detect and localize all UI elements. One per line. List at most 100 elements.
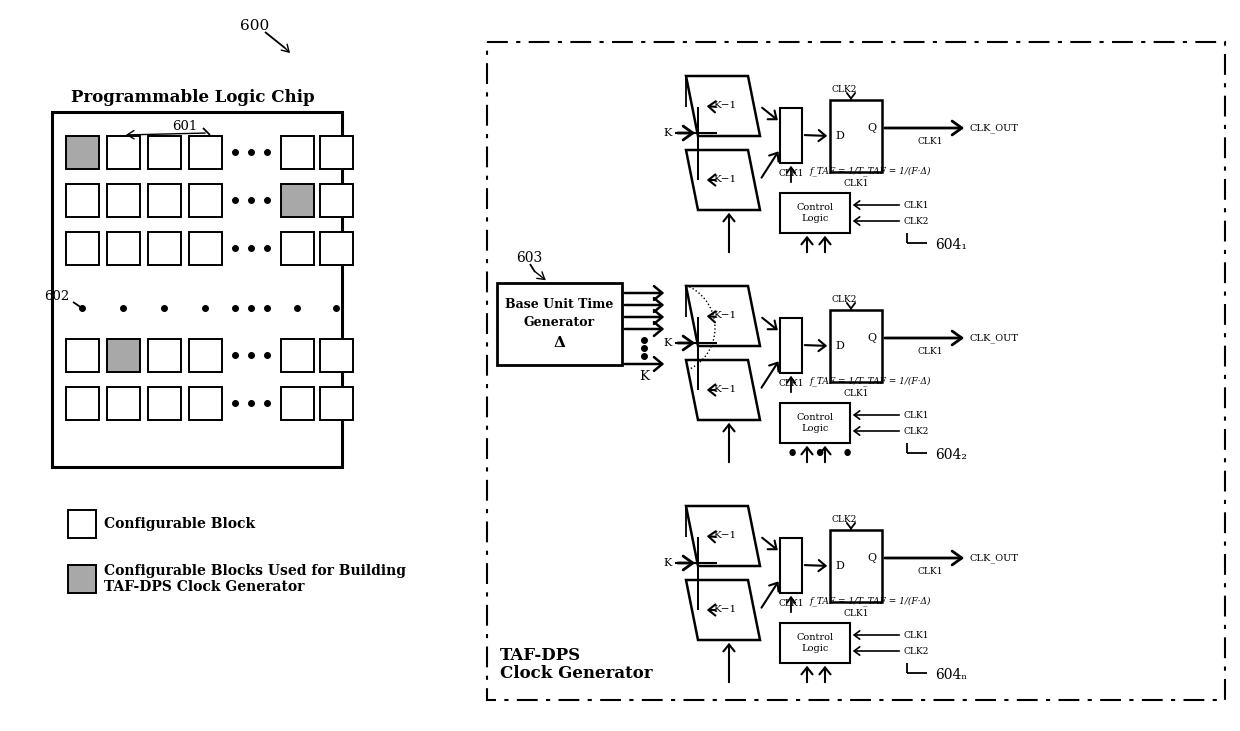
Polygon shape bbox=[698, 596, 718, 624]
Polygon shape bbox=[780, 623, 849, 663]
Text: Base Unit Time: Base Unit Time bbox=[505, 298, 614, 311]
Text: CLK1: CLK1 bbox=[904, 411, 930, 420]
Text: Q: Q bbox=[868, 123, 877, 133]
Text: 602: 602 bbox=[45, 289, 69, 303]
Text: CLK2: CLK2 bbox=[831, 515, 857, 523]
Text: D: D bbox=[836, 341, 844, 351]
Text: 603: 603 bbox=[516, 251, 542, 265]
Text: Δ: Δ bbox=[553, 336, 565, 350]
Text: Q: Q bbox=[868, 553, 877, 563]
Text: CLK2: CLK2 bbox=[904, 426, 929, 436]
Polygon shape bbox=[686, 506, 760, 566]
Text: Configurable Blocks Used for Building
TAF-DPS Clock Generator: Configurable Blocks Used for Building TA… bbox=[104, 564, 405, 594]
Text: K: K bbox=[663, 128, 672, 138]
Text: 604₁: 604₁ bbox=[935, 238, 967, 252]
Polygon shape bbox=[148, 184, 181, 217]
Polygon shape bbox=[66, 387, 99, 420]
Text: f_TAF = 1/T_TAF = 1/(F·Δ): f_TAF = 1/T_TAF = 1/(F·Δ) bbox=[810, 376, 931, 386]
Text: K: K bbox=[639, 369, 649, 382]
Text: CLK1: CLK1 bbox=[779, 170, 804, 178]
Text: CLK2: CLK2 bbox=[831, 295, 857, 303]
Polygon shape bbox=[830, 310, 882, 382]
Text: CLK1: CLK1 bbox=[904, 631, 930, 640]
Text: 604ₙ: 604ₙ bbox=[935, 668, 967, 682]
Polygon shape bbox=[698, 303, 718, 331]
Text: Control
Logic: Control Logic bbox=[796, 633, 833, 653]
Polygon shape bbox=[148, 136, 181, 169]
Polygon shape bbox=[780, 403, 849, 443]
Text: 600: 600 bbox=[241, 19, 269, 33]
Text: Q: Q bbox=[868, 333, 877, 343]
Polygon shape bbox=[698, 523, 718, 551]
Polygon shape bbox=[107, 136, 140, 169]
Polygon shape bbox=[698, 376, 718, 404]
Polygon shape bbox=[698, 166, 718, 194]
Polygon shape bbox=[686, 286, 760, 346]
Text: K−1: K−1 bbox=[713, 175, 737, 184]
Text: CLK2: CLK2 bbox=[831, 85, 857, 94]
Polygon shape bbox=[66, 339, 99, 372]
Polygon shape bbox=[698, 93, 718, 121]
Polygon shape bbox=[188, 184, 222, 217]
Polygon shape bbox=[148, 339, 181, 372]
Polygon shape bbox=[188, 136, 222, 169]
Polygon shape bbox=[320, 136, 353, 169]
Polygon shape bbox=[66, 232, 99, 265]
Polygon shape bbox=[497, 283, 622, 365]
Polygon shape bbox=[281, 232, 314, 265]
Text: D: D bbox=[836, 131, 844, 141]
Polygon shape bbox=[66, 184, 99, 217]
Text: CLK1: CLK1 bbox=[779, 379, 804, 388]
Polygon shape bbox=[830, 100, 882, 172]
Text: Configurable Block: Configurable Block bbox=[104, 517, 255, 531]
Polygon shape bbox=[686, 360, 760, 420]
Polygon shape bbox=[188, 339, 222, 372]
Text: Generator: Generator bbox=[523, 317, 594, 330]
Polygon shape bbox=[68, 510, 95, 538]
Polygon shape bbox=[780, 108, 802, 163]
Text: CLK_OUT: CLK_OUT bbox=[968, 123, 1018, 133]
Text: 604₂: 604₂ bbox=[935, 448, 967, 462]
Text: K: K bbox=[663, 558, 672, 568]
Text: K−1: K−1 bbox=[713, 605, 737, 615]
Polygon shape bbox=[320, 339, 353, 372]
Text: f_TAF = 1/T_TAF = 1/(F·Δ): f_TAF = 1/T_TAF = 1/(F·Δ) bbox=[810, 596, 931, 606]
Polygon shape bbox=[281, 339, 314, 372]
Polygon shape bbox=[780, 318, 802, 373]
Text: f_TAF = 1/T_TAF = 1/(F·Δ): f_TAF = 1/T_TAF = 1/(F·Δ) bbox=[810, 166, 931, 176]
Polygon shape bbox=[487, 42, 1225, 700]
Polygon shape bbox=[107, 339, 140, 372]
Polygon shape bbox=[107, 232, 140, 265]
Polygon shape bbox=[188, 387, 222, 420]
Text: CLK1: CLK1 bbox=[918, 567, 942, 577]
Text: CLK_OUT: CLK_OUT bbox=[968, 333, 1018, 343]
Text: CLK1: CLK1 bbox=[918, 347, 942, 357]
Polygon shape bbox=[188, 232, 222, 265]
Polygon shape bbox=[281, 136, 314, 169]
Text: K−1: K−1 bbox=[713, 385, 737, 395]
Text: CLK1: CLK1 bbox=[843, 608, 869, 618]
Polygon shape bbox=[107, 387, 140, 420]
Polygon shape bbox=[148, 232, 181, 265]
Polygon shape bbox=[281, 184, 314, 217]
Text: Control
Logic: Control Logic bbox=[796, 413, 833, 433]
Text: •  •  •: • • • bbox=[786, 444, 854, 466]
Polygon shape bbox=[68, 565, 95, 593]
Polygon shape bbox=[686, 580, 760, 640]
Polygon shape bbox=[107, 184, 140, 217]
Text: CLK2: CLK2 bbox=[904, 646, 929, 656]
Text: CLK1: CLK1 bbox=[904, 200, 930, 210]
Text: 601: 601 bbox=[172, 119, 197, 132]
Polygon shape bbox=[281, 387, 314, 420]
Polygon shape bbox=[66, 136, 99, 169]
Text: D: D bbox=[836, 561, 844, 571]
Polygon shape bbox=[320, 387, 353, 420]
Text: CLK_OUT: CLK_OUT bbox=[968, 553, 1018, 563]
Text: K−1: K−1 bbox=[713, 311, 737, 320]
Polygon shape bbox=[148, 387, 181, 420]
Text: K−1: K−1 bbox=[713, 531, 737, 540]
Text: TAF-DPS: TAF-DPS bbox=[500, 646, 582, 664]
Text: CLK1: CLK1 bbox=[779, 599, 804, 608]
Text: K: K bbox=[663, 338, 672, 348]
Text: K−1: K−1 bbox=[713, 102, 737, 110]
